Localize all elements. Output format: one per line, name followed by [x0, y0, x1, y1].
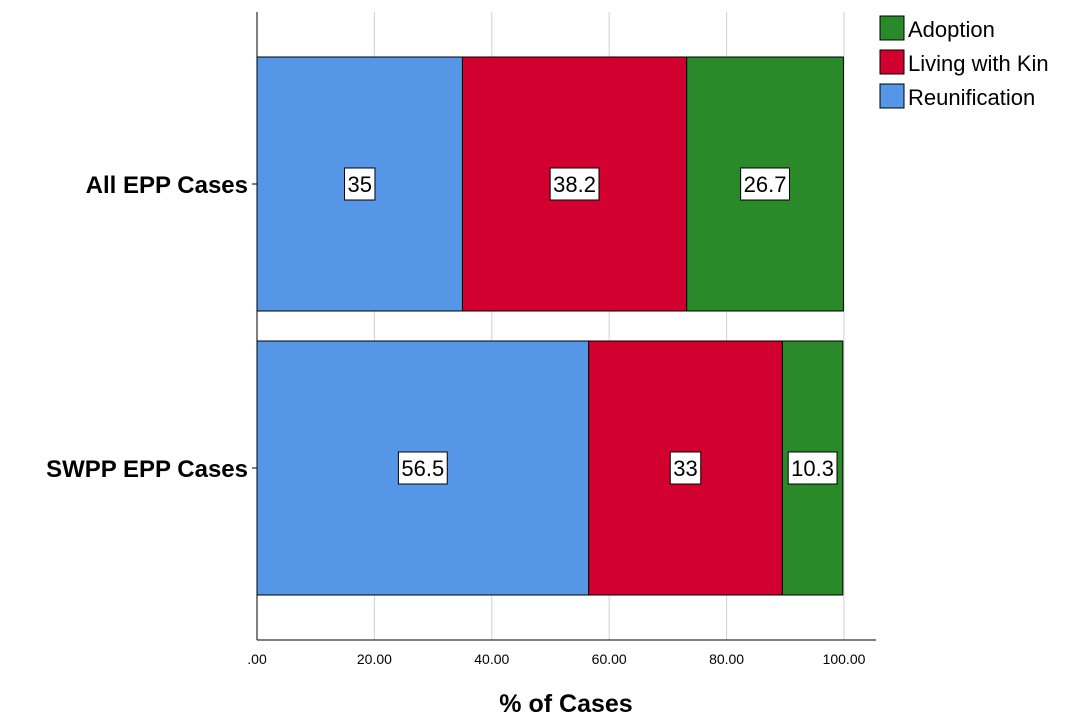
data-label: 33 — [669, 451, 702, 485]
data-label-box — [549, 167, 600, 201]
data-label: 38.2 — [549, 167, 600, 201]
legend-label-living-with-kin: Living with Kin — [908, 51, 1049, 76]
data-label-text: 38.2 — [553, 172, 596, 197]
x-axis-title: % of Cases — [499, 690, 632, 717]
data-label-text: 35 — [347, 172, 371, 197]
category-labels: All EPP Cases SWPP EPP Cases — [46, 172, 248, 483]
data-label-box — [787, 451, 838, 485]
x-tick-label: 60.00 — [592, 651, 627, 667]
x-tick-label: 80.00 — [709, 651, 744, 667]
data-label-text: 33 — [673, 456, 697, 481]
legend-swatch-living-with-kin — [879, 49, 905, 75]
category-label: All EPP Cases — [86, 172, 248, 199]
legend-swatch-reunification — [879, 83, 905, 109]
data-label-box — [740, 167, 790, 201]
data-label-text: 56.5 — [401, 456, 444, 481]
category-label: SWPP EPP Cases — [46, 456, 248, 483]
x-tick-label: .00 — [247, 651, 267, 667]
data-label-box — [397, 451, 448, 485]
data-label-box — [343, 167, 376, 201]
data-label: 35 — [343, 167, 376, 201]
axes — [252, 12, 876, 641]
data-label-box — [669, 451, 702, 485]
data-label: 56.5 — [397, 451, 448, 485]
data-label: 26.7 — [740, 167, 790, 201]
x-tick-label: 40.00 — [474, 651, 509, 667]
legend-swatch-adoption — [879, 15, 905, 41]
data-label-text: 26.7 — [744, 172, 787, 197]
data-label-text: 10.3 — [791, 456, 834, 481]
x-tick-labels: .00 20.00 40.00 60.00 80.00 100.00 — [247, 651, 865, 667]
data-label: 10.3 — [787, 451, 838, 485]
x-tick-label: 20.00 — [357, 651, 392, 667]
x-tick-label: 100.00 — [823, 651, 866, 667]
legend-label-adoption: Adoption — [908, 17, 995, 42]
legend-label-reunification: Reunification — [908, 85, 1035, 110]
legend: Adoption Living with Kin Reunification — [879, 15, 1049, 110]
bars: 35 38.2 26.7 56.5 33 10.3 — [256, 56, 844, 596]
